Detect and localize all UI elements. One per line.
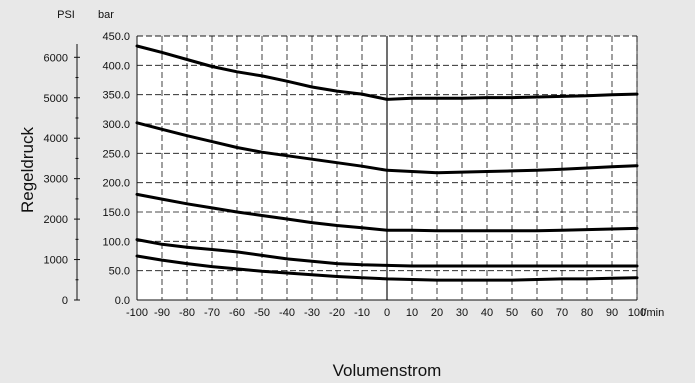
psi-tick-label: 1000 [44, 255, 68, 267]
y-tick-label: 100.0 [102, 236, 130, 248]
psi-unit-label: PSI [57, 9, 75, 21]
bar-unit-label: bar [98, 9, 114, 21]
x-tick-label: -10 [354, 307, 370, 319]
y-tick-label: 0.0 [115, 295, 130, 307]
x-unit-label: l/min [641, 307, 664, 319]
x-tick-label: 0 [384, 307, 390, 319]
psi-tick-label: 5000 [44, 93, 68, 105]
x-axis-title: Volumenstrom [333, 361, 442, 380]
y-tick-label: 350.0 [102, 90, 130, 102]
series-line-1 [135, 44, 639, 101]
y-tick-label: 150.0 [102, 207, 130, 219]
x-tick-label: 60 [531, 307, 543, 319]
y-tick-label: 400.0 [102, 60, 130, 72]
series-line-4 [135, 238, 639, 268]
psi-tick-label: 3000 [44, 174, 68, 186]
x-tick-label: -80 [179, 307, 195, 319]
series-lines [135, 44, 639, 282]
x-tick-label: 70 [556, 307, 568, 319]
x-tick-label: -50 [254, 307, 270, 319]
x-tick-label: 100 [628, 307, 646, 319]
x-tick-label: -60 [229, 307, 245, 319]
x-tick-label: 10 [406, 307, 418, 319]
x-tick-label: 90 [606, 307, 618, 319]
x-tick-label: 30 [456, 307, 468, 319]
y-tick-label: 250.0 [102, 148, 130, 160]
x-tick-label: -20 [329, 307, 345, 319]
tick-labels: -100 -90 -80 -70 -60 -50 -40 -30 -20 -10 0 10 20 30 40… [44, 31, 647, 319]
psi-tick-label: 2000 [44, 214, 68, 226]
x-tick-label: -90 [154, 307, 170, 319]
x-tick-label: 40 [481, 307, 493, 319]
x-tick-label: -100 [126, 307, 148, 319]
y-tick-label: 450.0 [102, 31, 130, 43]
x-tick-label: -30 [304, 307, 320, 319]
x-tick-label: 50 [506, 307, 518, 319]
x-tick-label: 20 [431, 307, 443, 319]
psi-tick-label: 6000 [44, 52, 68, 64]
psi-tick-label: 0 [62, 295, 68, 307]
series-line-3 [135, 192, 639, 233]
x-tick-label: -40 [279, 307, 295, 319]
y-tick-label: 200.0 [102, 178, 130, 190]
series-line-2 [135, 121, 639, 175]
psi-tick-label: 4000 [44, 133, 68, 145]
y-axis-title: Regeldruck [18, 127, 37, 213]
y-tick-label: 50.0 [109, 266, 130, 278]
x-tick-label: -70 [204, 307, 220, 319]
x-tick-label: 80 [581, 307, 593, 319]
y-tick-label: 300.0 [102, 119, 130, 131]
series-line-5 [135, 254, 639, 282]
